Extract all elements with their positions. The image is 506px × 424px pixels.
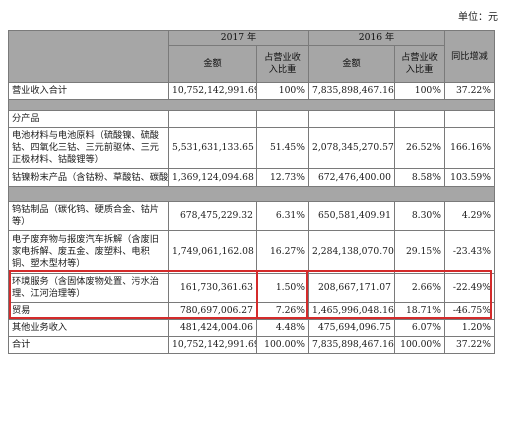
row-label: 电子废弃物与报废汽车拆解（含废旧家电拆解、废五金、废塑料、电积铜、塑木型材等） — [8, 230, 169, 274]
share-2017: 100.00% — [256, 336, 309, 354]
header-2016: 2016 年 — [308, 30, 445, 46]
share-2016: 26.52% — [394, 127, 445, 169]
amount-2016: 650,581,409.91 — [308, 201, 395, 231]
header-yoy: 同比增减 — [444, 30, 495, 83]
amount-2017: 481,424,004.06 — [168, 319, 257, 337]
header-2017: 2017 年 — [168, 30, 309, 46]
yoy-change: 1.20% — [444, 319, 495, 337]
share-2016: 18.71% — [394, 302, 445, 320]
yoy-change: 37.22% — [444, 336, 495, 354]
yoy-change: -23.43% — [444, 230, 495, 274]
row-label: 钴镍粉末产品（含钴粉、草酸钴、碳酸钴、镍粉等） — [8, 168, 169, 187]
row-label: 贸易 — [8, 302, 169, 320]
amount-2016: 672,476,400.00 — [308, 168, 395, 187]
yoy-change: -22.49% — [444, 273, 495, 303]
unit-label: 单位：元 — [458, 12, 498, 23]
share-2016: 2.66% — [394, 273, 445, 303]
share-2017: 16.27% — [256, 230, 309, 274]
share-2016: 8.30% — [394, 201, 445, 231]
share-2017: 4.48% — [256, 319, 309, 337]
header-amount-2017: 金额 — [168, 45, 257, 83]
amount-2017: 780,697,006.27 — [168, 302, 257, 320]
row-label: 钨钴制品（碳化钨、硬质合金、钴片等） — [8, 201, 169, 231]
header-row-years: 2017 年 2016 年 同比增减 — [8, 30, 495, 83]
amount-2017: 1,749,061,162.08 — [168, 230, 257, 274]
table-row-total-revenue: 营业收入合计 10,752,142,991.69 100% 7,835,898,… — [8, 82, 495, 100]
amount-2017: 161,730,361.63 — [168, 273, 257, 303]
table-row: 其他业务收入 481,424,004.06 4.48% 475,694,096.… — [8, 319, 495, 337]
amount-2017: 10,752,142,991.69 — [168, 82, 257, 100]
share-2017: 51.45% — [256, 127, 309, 169]
table-row: 贸易 780,697,006.27 7.26% 1,465,996,048.16… — [8, 302, 495, 320]
yoy-change: 37.22% — [444, 82, 495, 100]
share-2016: 6.07% — [394, 319, 445, 337]
header-share-2016: 占营业收入比重 — [394, 45, 445, 83]
share-2017: 1.50% — [256, 273, 309, 303]
share-2017: 12.73% — [256, 168, 309, 187]
table-row: 电池材料与电池原料（硫酸镍、硫酸钴、四氧化三钴、三元前驱体、三元正极材料、钴酸锂… — [8, 127, 495, 169]
revenue-table: 2017 年 2016 年 同比增减 金额 占营业收入比重 金额 占营业收入比重… — [8, 30, 495, 354]
amount-2016: 475,694,096.75 — [308, 319, 395, 337]
separator-row — [8, 99, 495, 111]
amount-2017: 5,531,631,133.65 — [168, 127, 257, 169]
header-blank — [8, 30, 169, 83]
share-2016: 100.00% — [394, 336, 445, 354]
table-row: 钴镍粉末产品（含钴粉、草酸钴、碳酸钴、镍粉等） 1,369,124,094.68… — [8, 168, 495, 187]
table-row: 钨钴制品（碳化钨、硬质合金、钴片等） 678,475,229.32 6.31% … — [8, 201, 495, 231]
header-amount-2016: 金额 — [308, 45, 395, 83]
yoy-change: -46.75% — [444, 302, 495, 320]
row-label: 合计 — [8, 336, 169, 354]
share-2016: 100% — [394, 82, 445, 100]
share-2017: 6.31% — [256, 201, 309, 231]
header-share-2017: 占营业收入比重 — [256, 45, 309, 83]
share-2016: 29.15% — [394, 230, 445, 274]
amount-2016: 7,835,898,467.16 — [308, 82, 395, 100]
share-2017: 7.26% — [256, 302, 309, 320]
section-row-product: 分产品 — [8, 110, 495, 128]
row-label: 环境服务（含固体废物处置、污水治理、江河治理等） — [8, 273, 169, 303]
header-row-cols: 金额 占营业收入比重 金额 占营业收入比重 — [9, 45, 495, 83]
yoy-change: 4.29% — [444, 201, 495, 231]
row-label: 电池材料与电池原料（硫酸镍、硫酸钴、四氧化三钴、三元前驱体、三元正极材料、钴酸锂… — [8, 127, 169, 169]
amount-2016: 7,835,898,467.16 — [308, 336, 395, 354]
table-row: 环境服务（含固体废物处置、污水治理、江河治理等） 161,730,361.63 … — [8, 273, 495, 303]
yoy-change: 166.16% — [444, 127, 495, 169]
amount-2016: 1,465,996,048.16 — [308, 302, 395, 320]
amount-2016: 2,078,345,270.57 — [308, 127, 395, 169]
table-row-highlighted: 电子废弃物与报废汽车拆解（含废旧家电拆解、废五金、废塑料、电积铜、塑木型材等） … — [8, 230, 495, 274]
row-label: 营业收入合计 — [8, 82, 169, 100]
amount-2016: 208,667,171.07 — [308, 273, 395, 303]
section-label: 分产品 — [8, 110, 169, 128]
share-2016: 8.58% — [394, 168, 445, 187]
yoy-change: 103.59% — [444, 168, 495, 187]
amount-2017: 1,369,124,094.68 — [168, 168, 257, 187]
amount-2016: 2,284,138,070.70 — [308, 230, 395, 274]
separator-row — [8, 186, 495, 202]
amount-2017: 10,752,142,991.69 — [168, 336, 257, 354]
share-2017: 100% — [256, 82, 309, 100]
table-row-total: 合计 10,752,142,991.69 100.00% 7,835,898,4… — [8, 336, 495, 354]
amount-2017: 678,475,229.32 — [168, 201, 257, 231]
row-label: 其他业务收入 — [8, 319, 169, 337]
